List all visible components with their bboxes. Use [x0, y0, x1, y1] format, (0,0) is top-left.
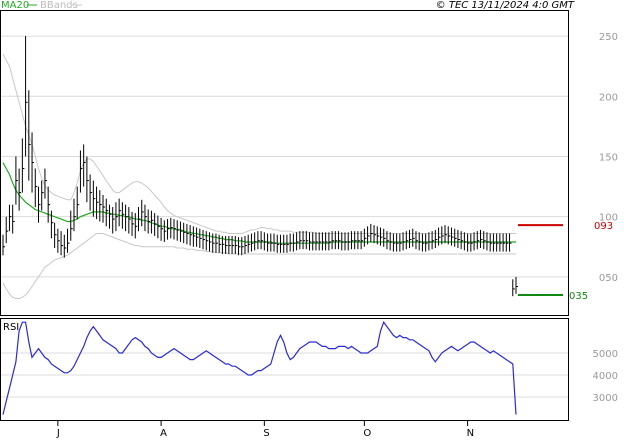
support-label: 035 — [569, 291, 588, 302]
bollinger-upper-line — [2, 53, 516, 234]
x-tick-label: S — [263, 428, 269, 439]
rsi-panel-frame — [0, 318, 569, 421]
price-y-tick-label: 200 — [599, 92, 618, 103]
x-tick-label: O — [363, 428, 371, 439]
price-gridlines — [1, 35, 568, 278]
rsi-y-tick-label: 3000 — [593, 393, 618, 404]
rsi-panel-label: RSI — [3, 322, 19, 333]
legend-ma20: MA20 — [1, 0, 29, 11]
x-tick-label: A — [160, 428, 167, 439]
price-panel-frame — [0, 10, 569, 316]
price-y-tick-label: 150 — [599, 152, 618, 163]
bollinger-bands — [2, 53, 516, 300]
rsi-y-tick-label: 4000 — [593, 371, 618, 382]
rsi-gridlines — [1, 352, 568, 398]
price-bars — [2, 36, 518, 297]
rsi-y-tick-label: 5000 — [593, 349, 618, 360]
resistance-label: 093 — [594, 221, 613, 232]
legend-bbands: BBands — [40, 0, 78, 11]
price-y-tick-label: 050 — [599, 273, 618, 284]
rsi-y-axis-ticks: 5000 4000 3000 — [593, 349, 618, 404]
rsi-line-group — [2, 320, 517, 415]
bollinger-lower-line — [2, 233, 516, 300]
price-y-axis-ticks: 250 200 150 100 050 — [599, 32, 618, 284]
copyright-timestamp: © TEC 13/11/2024 4:0 GMT — [436, 0, 575, 11]
price-y-tick-label: 100 — [599, 213, 618, 224]
x-tick-label: N — [467, 428, 474, 439]
price-levels: 093 035 — [518, 221, 613, 302]
price-y-tick-label: 250 — [599, 32, 618, 43]
rsi-line — [2, 320, 517, 415]
x-tick-label: J — [56, 428, 60, 439]
